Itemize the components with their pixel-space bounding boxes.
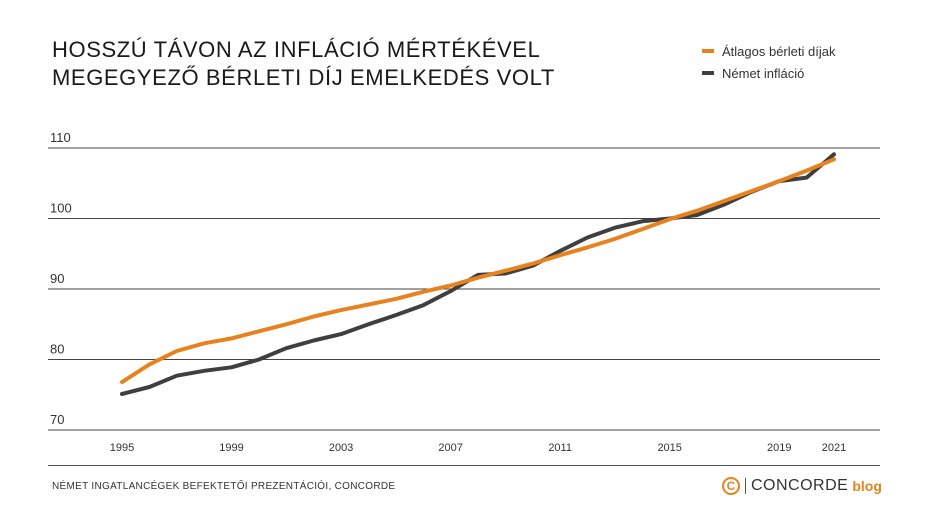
chart-title-line-1: HOSSZÚ TÁVON AZ INFLÁCIÓ MÉRTÉKÉVEL <box>52 37 541 62</box>
y-tick-label-110: 110 <box>50 130 71 145</box>
x-tick-label-2007: 2007 <box>438 442 462 454</box>
legend-swatch-inflation <box>702 71 714 75</box>
x-tick-label-2003: 2003 <box>329 442 353 454</box>
legend-item-inflation: Német infláció <box>702 62 835 84</box>
logo-suffix: blog <box>852 478 882 494</box>
series-line-inflation <box>120 152 836 396</box>
series-line-rent <box>120 157 836 385</box>
x-tick-label-1999: 1999 <box>219 442 243 454</box>
y-tick-label-90: 90 <box>50 271 64 286</box>
y-tick-label-80: 80 <box>50 342 64 357</box>
chart-title-line-2: MEGEGYEZŐ BÉRLETI DÍJ EMELKEDÉS VOLT <box>52 65 555 90</box>
x-tick-label-2019: 2019 <box>767 442 791 454</box>
x-tick-label-1995: 1995 <box>110 442 134 454</box>
logo-divider <box>745 478 746 494</box>
concorde-blog-logo: C CONCORDE blog <box>722 473 882 499</box>
logo-name: CONCORDE <box>751 477 849 494</box>
legend-label-inflation: Német infláció <box>722 65 805 81</box>
chart-title: HOSSZÚ TÁVON AZ INFLÁCIÓ MÉRTÉKÉVEL MEGE… <box>52 36 555 92</box>
source-note: NÉMET INGATLANCÉGEK BEFEKTETŐI PREZENTÁC… <box>52 481 396 492</box>
legend-label-rent: Átlagos bérleti díjak <box>722 43 836 59</box>
x-tick-label-2011: 2011 <box>548 442 572 454</box>
legend-item-rent: Átlagos bérleti díjak <box>702 40 835 62</box>
y-tick-label-70: 70 <box>50 412 64 427</box>
x-tick-label-2021: 2021 <box>822 442 846 454</box>
copyright-c-icon: C <box>722 477 740 495</box>
y-tick-label-100: 100 <box>50 201 72 216</box>
legend-swatch-rent <box>702 49 714 53</box>
line-chart: 70 80 90 100 110 1995 1999 2003 2007 2011 2015 2019… <box>48 130 880 454</box>
footer-divider <box>48 465 880 466</box>
x-tick-label-2015: 2015 <box>657 442 681 454</box>
chart-legend: Átlagos bérleti díjak Német infláció <box>702 40 835 84</box>
